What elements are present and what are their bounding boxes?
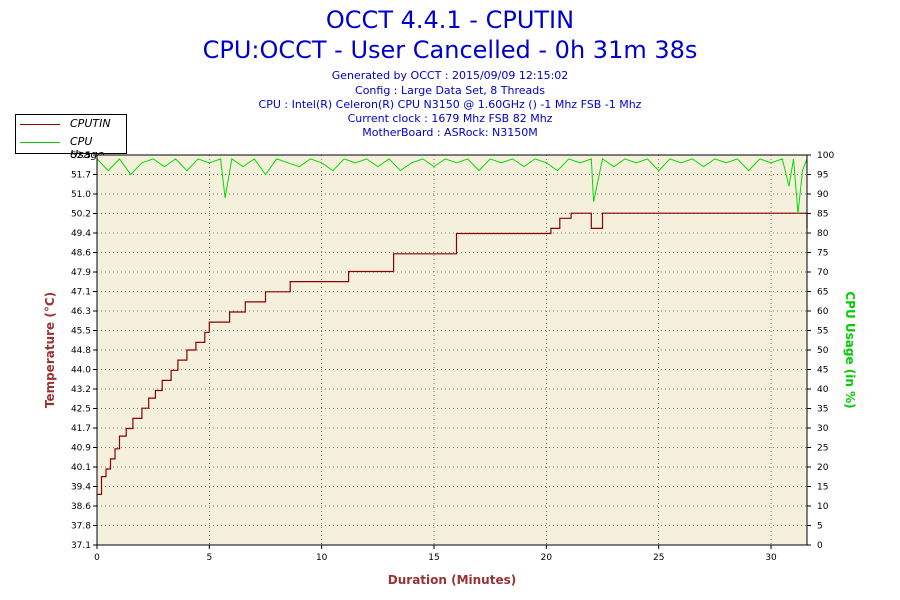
y2-tick-label: 60 [817, 307, 829, 317]
y2-axis-title: CPU Usage (in %) [843, 291, 857, 408]
meta-cpu: CPU : Intel(R) Celeron(R) CPU N3150 @ 1.… [258, 98, 642, 111]
y2-tick-label: 10 [817, 502, 829, 512]
y-tick-label: 52.5 [71, 151, 91, 161]
y-tick-label: 41.7 [71, 424, 91, 434]
legend-item-cpu-usage: CPU Usage [16, 134, 126, 161]
y-tick-label: 44.0 [71, 366, 91, 376]
x-tick-label: 25 [653, 553, 664, 563]
y-tick-label: 44.8 [71, 346, 91, 356]
meta-config: Config : Large Data Set, 8 Threads [355, 84, 545, 97]
legend-label-cpu-usage: CPU Usage [70, 135, 105, 161]
chart-legend: CPUTIN CPU Usage [15, 114, 127, 161]
y-tick-label: 39.4 [71, 483, 91, 493]
legend-swatch-cputin [20, 124, 60, 125]
chart-title: OCCT 4.4.1 - CPUTIN [325, 6, 575, 34]
series-line-cpu-usage [96, 158, 808, 214]
chart-subtitle: CPU:OCCT - User Cancelled - 0h 31m 38s [202, 36, 698, 64]
y2-tick-label: 0 [817, 541, 823, 551]
meta-motherboard: MotherBoard : ASRock: N3150M [362, 126, 538, 139]
y-tick-label: 42.5 [71, 405, 91, 415]
y-tick-label: 38.6 [71, 502, 91, 512]
y-tick-label: 45.5 [71, 327, 91, 337]
series-layer [96, 158, 808, 495]
y2-tick-label: 25 [817, 444, 828, 454]
y2-tick-label: 100 [817, 151, 834, 161]
y2-tick-label: 40 [817, 385, 829, 395]
y2-tick-label: 20 [817, 463, 829, 473]
x-axis-title: Duration (Minutes) [388, 573, 516, 587]
y2-tick-label: 50 [817, 346, 829, 356]
y2-tick-label: 45 [817, 366, 828, 376]
series-line-cputin [97, 212, 808, 495]
y-tick-label: 49.4 [71, 229, 91, 239]
y-tick-label: 46.3 [71, 307, 91, 317]
y-axis-title: Temperature (°C) [43, 292, 57, 408]
y2-tick-label: 35 [817, 405, 828, 415]
legend-label-cputin: CPUTIN [70, 117, 111, 130]
x-tick-label: 0 [94, 553, 100, 563]
y2-tick-label: 65 [817, 288, 828, 298]
x-tick-label: 10 [316, 553, 328, 563]
x-tick-label: 20 [541, 553, 553, 563]
x-tick-label: 15 [428, 553, 439, 563]
y-tick-label: 37.1 [71, 541, 91, 551]
meta-clock: Current clock : 1679 Mhz FSB 82 Mhz [347, 112, 553, 125]
legend-item-cputin: CPUTIN [16, 116, 126, 133]
y-tick-label: 51.7 [71, 171, 91, 181]
y-tick-label: 37.8 [71, 522, 91, 532]
y2-tick-label: 90 [817, 190, 829, 200]
y-tick-label: 50.2 [71, 210, 91, 220]
y2-tick-label: 75 [817, 249, 828, 259]
y-tick-label: 43.2 [71, 385, 91, 395]
meta-generated: Generated by OCCT : 2015/09/09 12:15:02 [331, 69, 569, 82]
y2-tick-label: 85 [817, 210, 828, 220]
y2-tick-label: 70 [817, 268, 829, 278]
y-tick-label: 47.9 [71, 268, 91, 278]
x-tick-label: 30 [765, 553, 777, 563]
y2-tick-label: 30 [817, 424, 829, 434]
legend-swatch-cpu-usage [20, 142, 60, 143]
y-tick-label: 51.0 [71, 190, 91, 200]
y-tick-label: 47.1 [71, 288, 91, 298]
y2-tick-label: 95 [817, 171, 828, 181]
grid-lines [97, 155, 807, 545]
plot-area [97, 155, 807, 545]
y-tick-label: 48.6 [71, 249, 91, 259]
y2-tick-label: 15 [817, 483, 828, 493]
y2-tick-label: 5 [817, 522, 823, 532]
x-tick-label: 5 [206, 553, 212, 563]
y2-tick-label: 55 [817, 327, 828, 337]
y-tick-label: 40.1 [71, 463, 91, 473]
y2-tick-label: 80 [817, 229, 829, 239]
y-tick-label: 40.9 [71, 444, 91, 454]
